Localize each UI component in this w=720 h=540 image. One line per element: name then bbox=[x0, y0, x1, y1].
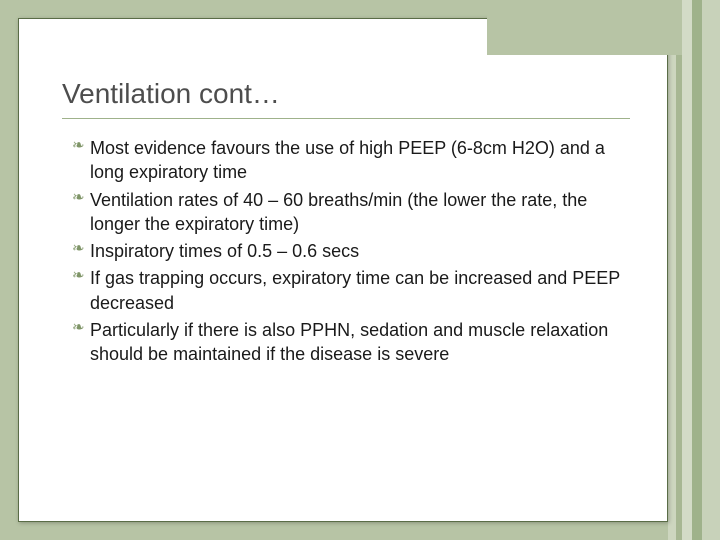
bullet-list: ❧Most evidence favours the use of high P… bbox=[72, 136, 628, 370]
bullet-marker-icon: ❧ bbox=[72, 239, 90, 260]
bullet-item: ❧Most evidence favours the use of high P… bbox=[72, 136, 628, 185]
bullet-text: If gas trapping occurs, expiratory time … bbox=[90, 266, 628, 315]
bullet-marker-icon: ❧ bbox=[72, 318, 90, 339]
bullet-rest: times of 0.5 – 0.6 secs bbox=[174, 241, 359, 261]
bullet-text: Most evidence favours the use of high PE… bbox=[90, 136, 628, 185]
bullet-first-word: Particularly bbox=[90, 320, 179, 340]
stripe bbox=[682, 0, 692, 540]
bullet-rest: gas trapping occurs, expiratory time can… bbox=[90, 268, 620, 312]
bullet-first-word: Most bbox=[90, 138, 129, 158]
stripe bbox=[702, 0, 720, 540]
bullet-marker-icon: ❧ bbox=[72, 136, 90, 157]
bullet-first-word: Inspiratory bbox=[90, 241, 174, 261]
bullet-first-word: Ventilation bbox=[90, 190, 173, 210]
title-underline bbox=[62, 118, 630, 119]
accent-box bbox=[487, 0, 682, 55]
stripe bbox=[668, 0, 676, 540]
slide-title: Ventilation cont… bbox=[62, 78, 280, 110]
bullet-text: Particularly if there is also PPHN, seda… bbox=[90, 318, 628, 367]
bullet-item: ❧Ventilation rates of 40 – 60 breaths/mi… bbox=[72, 188, 628, 237]
bullet-marker-icon: ❧ bbox=[72, 188, 90, 209]
bullet-rest: evidence favours the use of high PEEP (6… bbox=[90, 138, 605, 182]
bullet-first-word: If bbox=[90, 268, 100, 288]
side-stripes bbox=[668, 0, 720, 540]
bullet-item: ❧Inspiratory times of 0.5 – 0.6 secs bbox=[72, 239, 628, 263]
bullet-text: Ventilation rates of 40 – 60 breaths/min… bbox=[90, 188, 628, 237]
bullet-item: ❧If gas trapping occurs, expiratory time… bbox=[72, 266, 628, 315]
bullet-text: Inspiratory times of 0.5 – 0.6 secs bbox=[90, 239, 628, 263]
stripe bbox=[692, 0, 702, 540]
bullet-item: ❧Particularly if there is also PPHN, sed… bbox=[72, 318, 628, 367]
bullet-marker-icon: ❧ bbox=[72, 266, 90, 287]
